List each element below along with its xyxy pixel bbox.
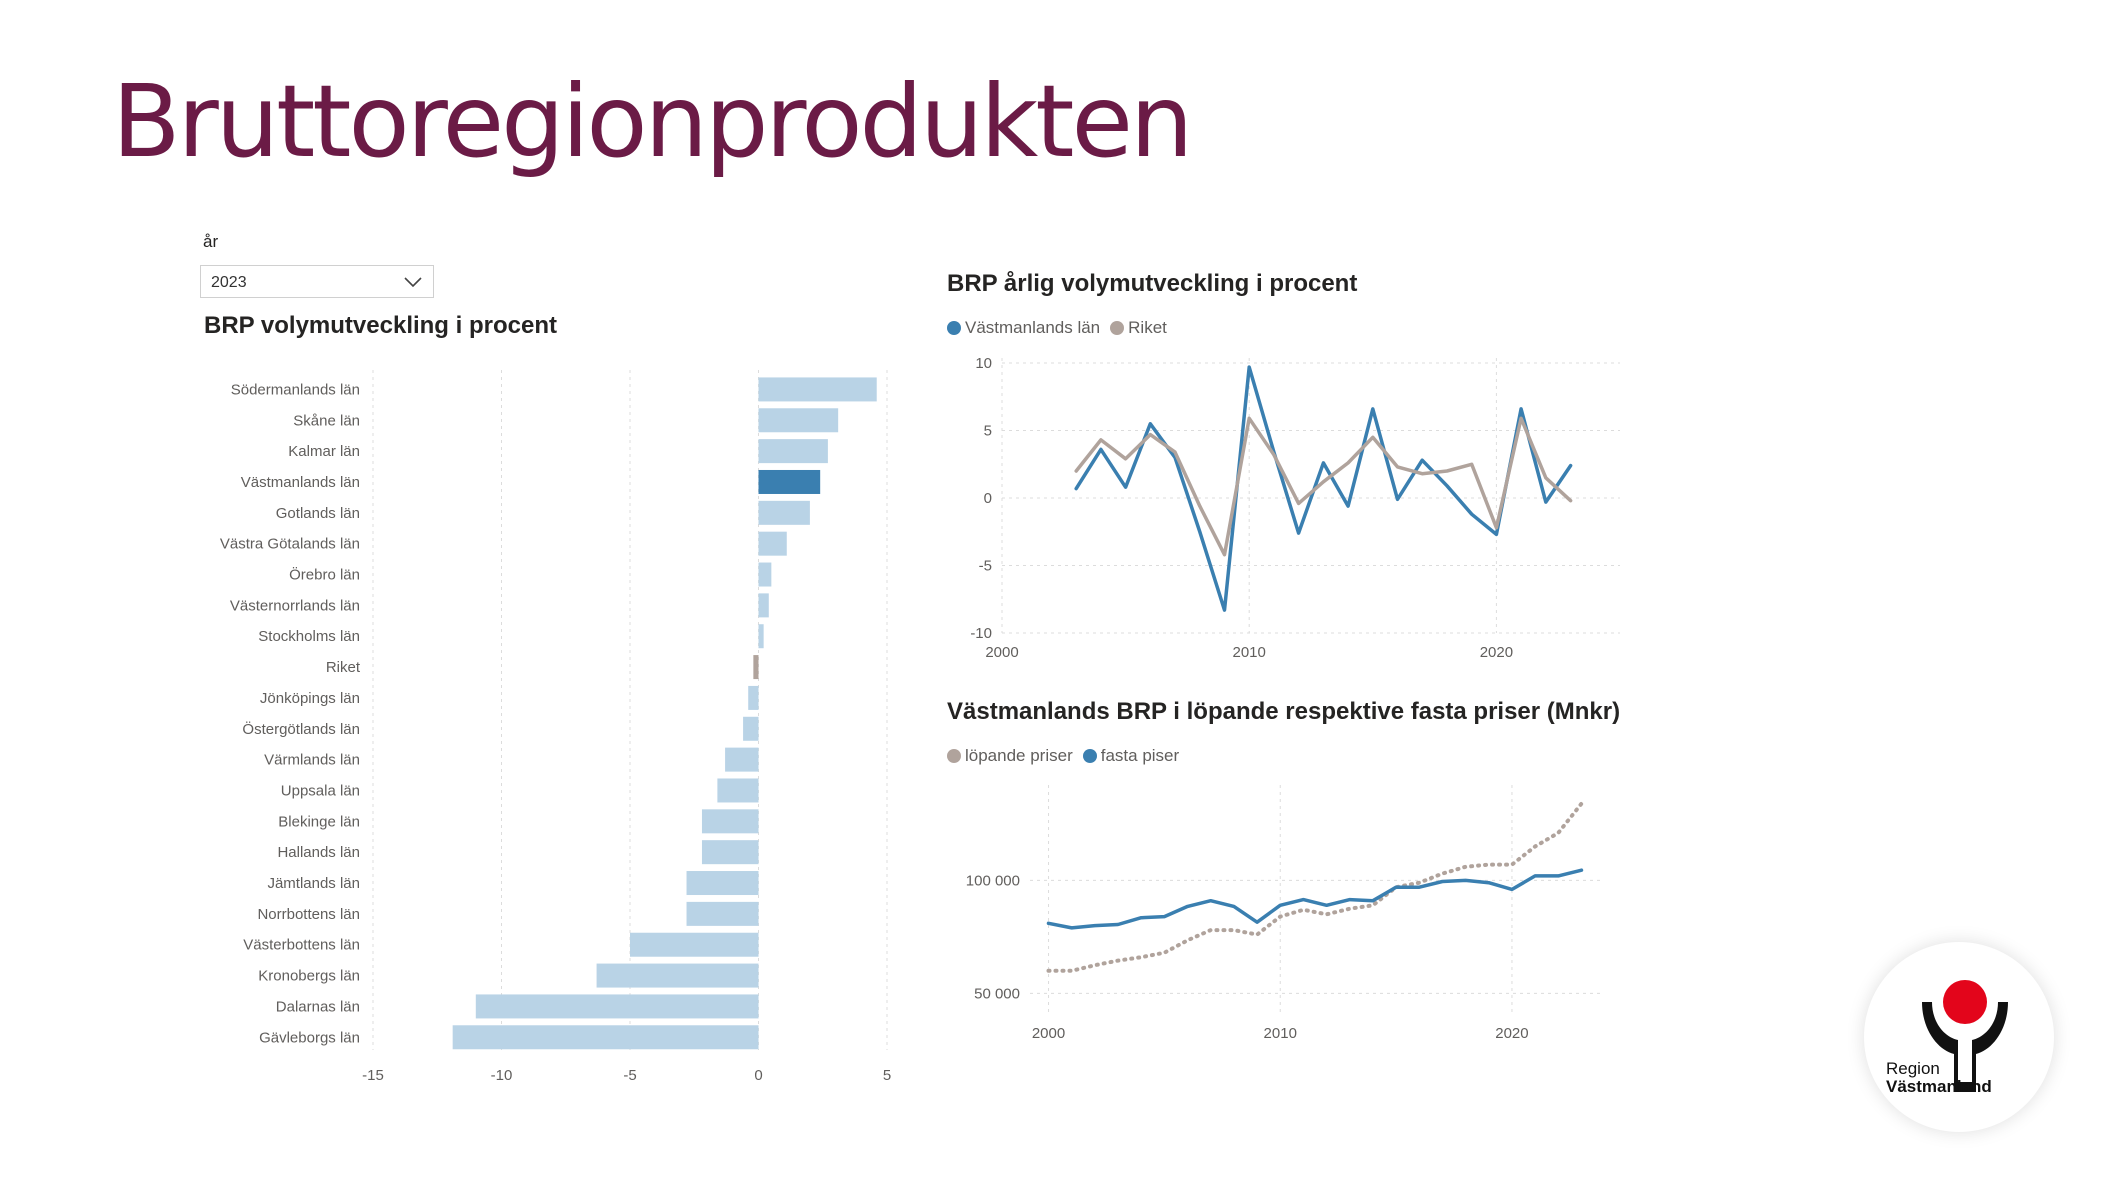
line-chart-legend: Västmanlands län Riket: [947, 318, 1177, 338]
bar: [748, 685, 759, 710]
legend-item-riket[interactable]: Riket: [1110, 318, 1167, 338]
bar-category-label: Jämtlands län: [267, 875, 360, 892]
legend-label-fasta: fasta piser: [1100, 746, 1180, 765]
bar-category-label: Värmlands län: [264, 752, 360, 769]
bar-category-label: Kronobergs län: [258, 968, 360, 985]
series-line-0: [1046, 801, 1584, 973]
y-tick-label: -10: [970, 625, 992, 642]
bar-category-label: Västernorrlands län: [230, 597, 360, 614]
bar: [758, 624, 764, 649]
year-slicer-value: 2023: [211, 274, 247, 291]
bar: [758, 408, 839, 433]
bar-category-label: Dalarnas län: [276, 998, 360, 1015]
year-slicer-dropdown[interactable]: 2023: [200, 265, 434, 298]
bar-category-label: Örebro län: [289, 566, 360, 584]
bar: [758, 593, 769, 618]
bar: [758, 562, 772, 587]
price-chart-title: Västmanlands BRP i löpande respektive fa…: [947, 698, 1621, 725]
logo-text-vastmanland: Västmanland: [1886, 1077, 1992, 1096]
bar-category-label: Västmanlands län: [241, 474, 360, 491]
bar: [758, 469, 821, 494]
legend-item-vastmanland[interactable]: Västmanlands län: [947, 318, 1100, 338]
series-line-0: [1074, 365, 1573, 612]
region-vastmanland-logo: Region Västmanland: [1864, 942, 2054, 1132]
legend-dot-riket: [1110, 321, 1125, 335]
x-tick-label: 2010: [1233, 644, 1266, 661]
x-tick-label: 2010: [1264, 1025, 1297, 1042]
year-slicer-label: år: [203, 232, 219, 251]
bar-category-label: Gävleborgs län: [259, 1029, 360, 1046]
bar-category-label: Västra Götalands län: [220, 536, 360, 553]
line-chart: 10 5 0 -5 -10 2000 2010 2020: [970, 355, 1620, 661]
bar-chart: -15 -10 -5 0 5 Södermanlands län Skåne län Kalm…: [220, 370, 891, 1084]
series-line-1: [1074, 416, 1573, 557]
legend-dot-vastmanland: [947, 321, 961, 335]
bar-x-tick-label: 5: [883, 1067, 891, 1084]
bar-category-label: Blekinge län: [278, 813, 360, 830]
bar-category-label: Skåne län: [293, 412, 360, 429]
legend-dot-fasta: [1082, 749, 1097, 763]
bar-category-label: Norrbottens län: [257, 906, 360, 923]
y-tick-label: 5: [984, 423, 992, 440]
page-title: Bruttoregionprodukten: [112, 63, 1193, 180]
y-tick-label: -5: [979, 558, 992, 575]
bar-category-label: Hallands län: [277, 844, 360, 861]
bar-category-label: Kalmar län: [288, 443, 360, 460]
x-tick-label: 2000: [985, 644, 1018, 661]
bar: [717, 778, 759, 803]
legend-label-lopande: löpande priser: [965, 746, 1073, 765]
legend-item-fasta[interactable]: fasta piser: [1082, 746, 1180, 766]
bar: [725, 747, 759, 772]
y-tick-label: 100 000: [966, 872, 1020, 889]
bar: [758, 377, 877, 402]
bar: [701, 840, 759, 865]
x-tick-label: 2020: [1495, 1025, 1528, 1042]
bar: [743, 716, 759, 741]
y-tick-label: 0: [984, 490, 992, 507]
bar: [596, 963, 759, 988]
chevron-down-icon: [404, 277, 422, 288]
bar-x-tick-label: -15: [362, 1067, 384, 1084]
price-chart-legend: löpande priser fasta piser: [947, 746, 1189, 766]
bar-category-label: Riket: [326, 659, 361, 676]
bar-category-label: Västerbottens län: [243, 937, 360, 954]
bar-category-label: Östergötlands län: [242, 720, 360, 738]
x-tick-label: 2000: [1032, 1025, 1065, 1042]
logo-text-region: Region: [1886, 1059, 1940, 1078]
bar: [758, 500, 810, 525]
legend-item-lopande[interactable]: löpande priser: [947, 746, 1073, 766]
bar: [686, 871, 759, 896]
price-chart: 100 000 50 000 2000 2010 2020: [966, 785, 1600, 1042]
bar-category-label: Södermanlands län: [231, 381, 360, 398]
legend-label-vastmanland: Västmanlands län: [965, 318, 1101, 337]
bar-x-tick-label: -5: [623, 1067, 636, 1084]
bar: [686, 901, 759, 926]
bar-category-label: Uppsala län: [281, 782, 360, 799]
bar-category-label: Jönköpings län: [260, 690, 360, 707]
bar: [452, 1025, 759, 1050]
line-chart-title: BRP årlig volymutveckling i procent: [947, 270, 1358, 297]
legend-dot-lopande: [947, 749, 961, 763]
bar-chart-title: BRP volymutveckling i procent: [204, 312, 557, 339]
bar: [630, 932, 759, 957]
bar-x-tick-label: 0: [754, 1067, 762, 1084]
bar: [753, 655, 759, 680]
bar-category-label: Gotlands län: [276, 505, 360, 522]
bar: [758, 531, 787, 556]
bar: [758, 439, 828, 464]
y-tick-label: 50 000: [974, 985, 1020, 1002]
x-tick-label: 2020: [1480, 644, 1513, 661]
series-line-1: [1046, 868, 1584, 930]
bar: [475, 994, 759, 1019]
region-logo-emblem-icon: Region Västmanland: [1886, 980, 2008, 1096]
y-tick-label: 10: [975, 355, 992, 372]
bar-category-label: Stockholms län: [258, 628, 360, 645]
bar: [701, 809, 759, 834]
legend-label-riket: Riket: [1128, 318, 1167, 337]
bar-x-tick-label: -10: [491, 1067, 513, 1084]
